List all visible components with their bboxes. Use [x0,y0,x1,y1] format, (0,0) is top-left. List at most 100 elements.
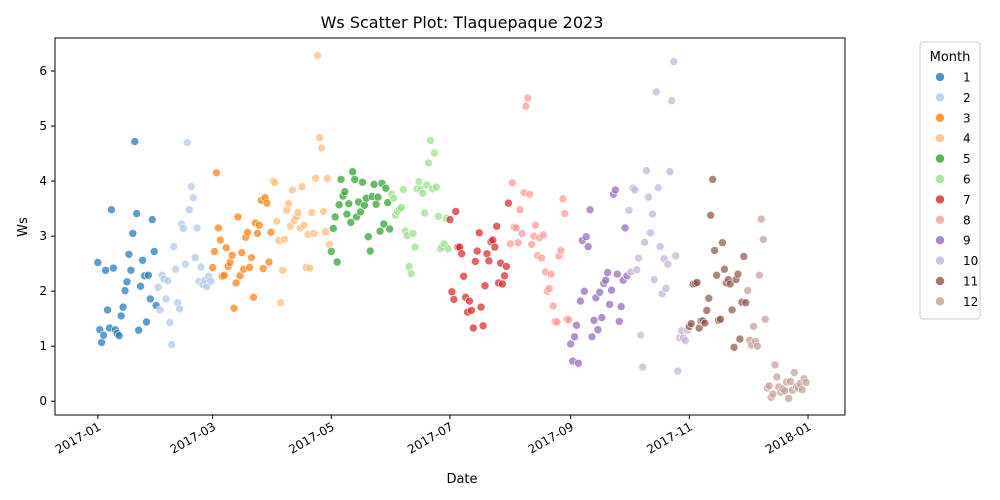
data-point [196,262,206,272]
data-point [101,265,110,275]
data-point [317,143,326,153]
data-point [414,177,424,186]
data-point [381,183,391,193]
data-point [649,275,659,284]
data-point [720,264,729,274]
data-point [576,296,585,306]
data-point [114,331,124,341]
data-point [735,334,745,344]
legend-marker [935,296,945,307]
data-point [406,269,416,278]
data-point [340,187,350,196]
data-point [513,238,523,247]
data-point [574,358,583,368]
data-point [293,208,303,217]
legend-marker [935,92,945,103]
data-point [305,263,315,273]
data-point [432,182,441,192]
legend-label: 1 [963,71,971,85]
data-point [185,205,194,214]
data-point [220,270,229,280]
data-point [472,246,482,256]
legend-marker [935,276,945,286]
data-point [262,198,272,208]
data-point [424,158,433,168]
data-point [167,340,176,349]
data-point [97,338,106,347]
data-point [153,282,163,292]
data-point [706,210,716,220]
data-point [134,325,143,335]
data-point [233,212,243,222]
data-point [410,242,420,252]
data-point [315,133,324,142]
data-point [371,199,381,209]
data-point [186,182,196,191]
data-point [397,203,406,212]
data-point [620,223,630,233]
data-point [136,281,145,291]
data-point [373,192,383,202]
data-point [488,235,498,245]
data-point [646,228,655,238]
legend-label: 10 [963,254,978,268]
legend-label: 6 [963,173,971,187]
data-point [188,193,198,202]
data-point [124,250,134,259]
data-point [342,209,352,219]
data-point [229,303,239,313]
data-point [492,221,502,231]
data-point [739,252,749,261]
data-point [365,246,375,256]
data-point [360,201,369,210]
data-point [225,258,235,267]
data-point [552,317,562,327]
data-point [505,239,515,249]
data-point [770,360,780,370]
data-point [605,300,614,309]
data-point [93,258,103,267]
data-point [708,175,718,184]
data-point [597,313,607,322]
data-point [426,136,435,145]
data-point [700,318,710,328]
data-point [655,242,665,251]
data-point [570,332,579,342]
data-point [544,284,554,293]
data-point [560,209,570,218]
data-point [212,168,221,178]
chart-title: Ws Scatter Plot: Tlaquepaque 2023 [321,13,604,32]
data-point [216,235,225,245]
series-month-10 [624,57,692,376]
data-point [323,174,332,183]
data-point [743,286,753,295]
data-point [581,232,591,241]
data-point [328,224,338,233]
data-point [148,215,157,224]
data-point [611,185,620,195]
data-point [780,386,790,396]
series-month-3 [208,168,276,313]
data-point [784,394,793,403]
data-point [644,192,653,202]
data-point [482,249,492,258]
data-point [786,377,795,386]
data-point [130,137,140,146]
data-point [603,268,612,277]
data-point [311,174,321,183]
data-point [457,249,467,258]
y-tick-label: 6 [39,64,47,78]
data-point [502,262,511,271]
data-point [729,342,739,352]
data-point [801,378,811,387]
data-point [237,248,247,257]
data-point [120,286,130,295]
series-month-11 [684,175,751,352]
data-point [653,183,663,192]
data-point [243,228,252,237]
data-point [718,238,727,247]
legend-label: 2 [963,91,971,105]
data-point [284,199,293,208]
